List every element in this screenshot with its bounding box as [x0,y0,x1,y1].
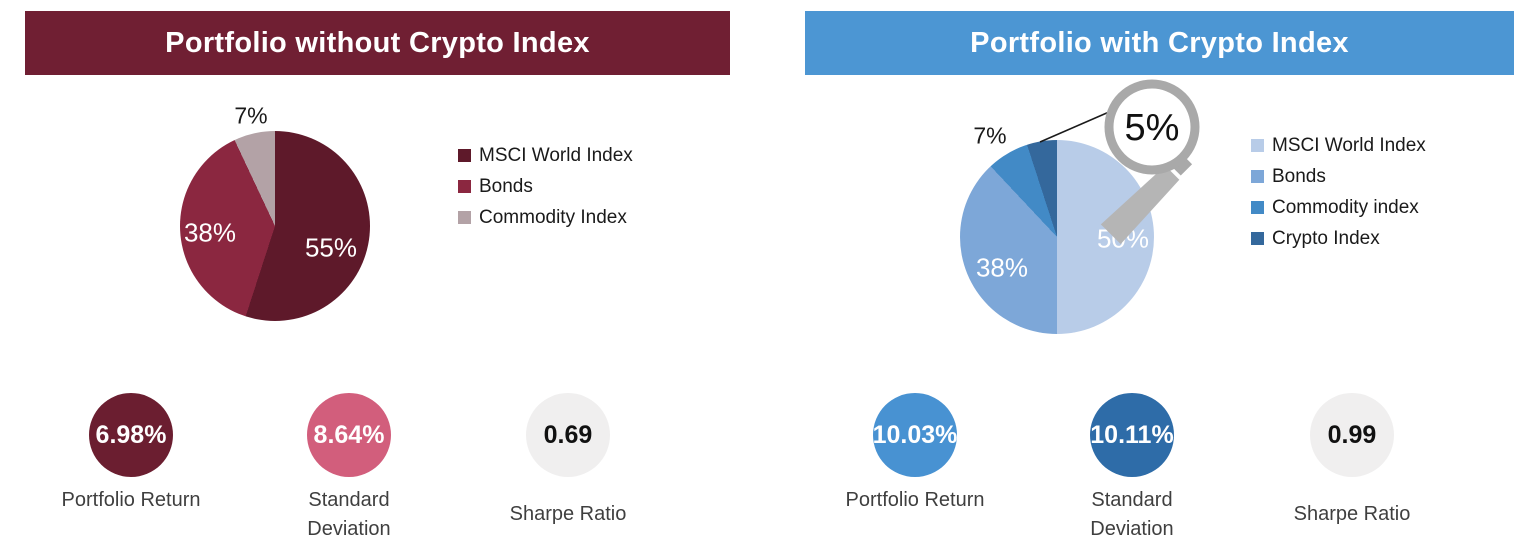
kpi-bubble-standard-deviation: 10.11% [1090,393,1174,477]
legend-label-crypto: Crypto Index [1272,227,1380,249]
legend-with-crypto: MSCI World Index Bonds Commodity index C… [1251,130,1426,254]
kpi-value: 0.99 [1327,420,1377,449]
pie-label-commodity: 7% [234,102,268,129]
pie-label-msci: 50% [1096,223,1150,254]
kpi-value: 8.64% [313,420,385,449]
kpi-label: Standard Deviation [1090,489,1174,540]
magnifier-neck [1169,152,1193,176]
legend-swatch-crypto [1251,232,1264,245]
kpi-bubble-standard-deviation: 8.64% [307,393,391,477]
kpi-standard-deviation: 8.64% Standard Deviation [279,393,419,544]
legend-item-commodity: Commodity Index [458,202,633,233]
panel-with-crypto: Portfolio with Crypto Index 50% 38% 7% 5… [805,0,1514,560]
kpi-value: 10.11% [1090,420,1174,449]
callout-line [1039,111,1110,143]
legend-swatch-commodity [1251,201,1264,214]
kpi-bubble-sharpe-ratio: 0.69 [526,393,610,477]
legend-label-msci: MSCI World Index [1272,134,1426,156]
legend-swatch-commodity [458,211,471,224]
legend-label-commodity: Commodity Index [479,206,627,228]
kpi-label: Standard Deviation [307,489,391,540]
kpi-label: Portfolio Return [845,489,985,511]
kpi-standard-deviation: 10.11% Standard Deviation [1062,393,1202,544]
legend-label-bonds: Bonds [479,175,533,197]
panel-title: Portfolio without Crypto Index [165,26,590,59]
legend-item-crypto: Crypto Index [1251,223,1426,254]
kpi-label: Sharpe Ratio [509,503,627,525]
kpi-sharpe-ratio: 0.69 Sharpe Ratio [498,393,638,529]
legend-swatch-msci [1251,139,1264,152]
kpi-bubble-portfolio-return: 10.03% [873,393,957,477]
legend-swatch-msci [458,149,471,162]
pie-label-commodity: 7% [973,122,1007,149]
pie-label-bonds: 38% [975,252,1029,283]
kpi-portfolio-return: 6.98% Portfolio Return [61,393,201,515]
kpi-sharpe-ratio: 0.99 Sharpe Ratio [1282,393,1422,529]
pie-label-bonds: 38% [183,217,237,248]
legend-swatch-bonds [1251,170,1264,183]
kpi-bubble-portfolio-return: 6.98% [89,393,173,477]
panel-without-crypto: Portfolio without Crypto Index 55% 38% 7… [25,0,730,560]
legend-label-bonds: Bonds [1272,165,1326,187]
legend-label-commodity: Commodity index [1272,196,1419,218]
panel-title-banner: Portfolio without Crypto Index [25,11,730,75]
legend-without-crypto: MSCI World Index Bonds Commodity Index [458,140,633,233]
panel-title-banner: Portfolio with Crypto Index [805,11,1514,75]
kpi-value: 10.03% [872,420,958,449]
kpi-label: Portfolio Return [61,489,201,511]
kpi-bubble-sharpe-ratio: 0.99 [1310,393,1394,477]
legend-item-msci: MSCI World Index [1251,130,1426,161]
legend-item-commodity: Commodity index [1251,192,1426,223]
magnifier-value: 5% [1125,107,1180,149]
legend-item-msci: MSCI World Index [458,140,633,171]
kpi-value: 0.69 [543,420,593,449]
legend-item-bonds: Bonds [1251,161,1426,192]
legend-item-bonds: Bonds [458,171,633,202]
legend-swatch-bonds [458,180,471,193]
legend-label-msci: MSCI World Index [479,144,633,166]
kpi-portfolio-return: 10.03% Portfolio Return [845,393,985,515]
kpi-label: Sharpe Ratio [1293,503,1411,525]
panel-title: Portfolio with Crypto Index [970,26,1349,59]
magnifier-lens [1104,79,1200,175]
pie-chart-without-crypto [180,131,370,321]
kpi-value: 6.98% [95,420,167,449]
pie-label-msci: 55% [304,232,358,263]
